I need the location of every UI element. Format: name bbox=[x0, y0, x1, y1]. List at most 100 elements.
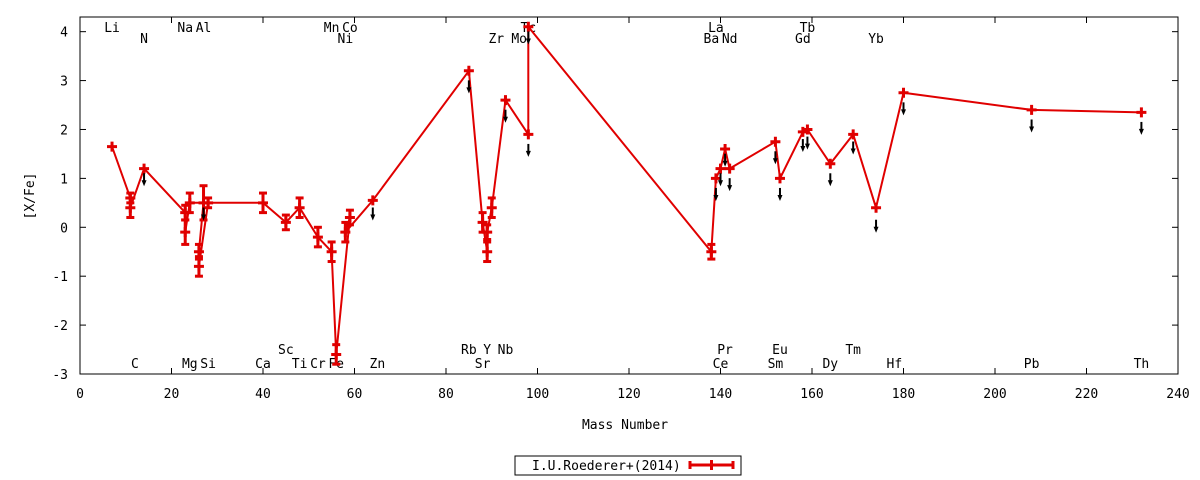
element-label-bottom: Ca bbox=[255, 357, 271, 372]
data-point bbox=[139, 163, 150, 174]
data-point bbox=[463, 65, 474, 76]
upper-limit-arrow bbox=[502, 116, 508, 123]
data-point bbox=[802, 124, 813, 135]
data-point bbox=[340, 227, 351, 238]
upper-limit-arrow bbox=[525, 150, 531, 157]
upper-limit-arrow bbox=[850, 148, 856, 155]
element-label-bottom: Cr bbox=[310, 357, 326, 372]
upper-limit-arrow bbox=[201, 214, 207, 221]
upper-limit-arrow bbox=[777, 194, 783, 201]
y-tick-label: 3 bbox=[60, 75, 68, 90]
y-tick-label: -2 bbox=[52, 319, 68, 334]
data-point bbox=[898, 87, 909, 98]
upper-limit-markers bbox=[141, 31, 1144, 233]
data-point bbox=[193, 261, 204, 272]
element-label-top: Mo bbox=[511, 32, 527, 47]
element-label-top: Nd bbox=[722, 32, 738, 47]
x-tick-label: 0 bbox=[76, 387, 84, 402]
data-point bbox=[331, 349, 342, 360]
upper-limit-arrow bbox=[722, 160, 728, 167]
upper-limit-arrow bbox=[713, 194, 719, 201]
element-label-top: Yb bbox=[868, 32, 884, 47]
data-point bbox=[193, 246, 204, 257]
upper-limit-arrow bbox=[827, 180, 833, 187]
element-label-bottom: Pb bbox=[1024, 357, 1040, 372]
data-point bbox=[280, 217, 291, 228]
data-point bbox=[720, 144, 731, 155]
legend: I.U.Roederer+(2014) bbox=[514, 455, 742, 476]
x-tick-label: 180 bbox=[892, 387, 915, 402]
x-tick-label: 220 bbox=[1075, 387, 1098, 402]
data-point bbox=[312, 232, 323, 243]
x-tick-label: 100 bbox=[526, 387, 549, 402]
element-label-top: Na bbox=[177, 21, 193, 36]
y-tick-label: -3 bbox=[52, 368, 68, 383]
plot-frame bbox=[79, 16, 1179, 375]
x-tick-label: 40 bbox=[255, 387, 271, 402]
upper-limit-arrow bbox=[1138, 128, 1144, 135]
y-tick-label: 2 bbox=[60, 123, 68, 138]
data-point bbox=[344, 212, 355, 223]
element-label-bottom: Hf bbox=[887, 357, 903, 372]
element-label-bottom: C bbox=[131, 357, 139, 372]
data-point bbox=[706, 246, 717, 257]
data-point bbox=[871, 202, 882, 213]
data-point bbox=[184, 197, 195, 208]
data-point bbox=[710, 173, 721, 184]
x-axis-label: Mass Number bbox=[582, 418, 668, 433]
data-point bbox=[500, 95, 511, 106]
element-label-bottom: Zn bbox=[370, 357, 386, 372]
legend-marker bbox=[706, 460, 717, 470]
element-label-bottom: Rb bbox=[461, 343, 477, 358]
element-label-top: Ba bbox=[704, 32, 720, 47]
element-label-top: N bbox=[140, 32, 148, 47]
element-label-bottom: Sr bbox=[475, 357, 491, 372]
element-label-bottom: Y bbox=[483, 343, 491, 358]
element-label-top: Zr bbox=[488, 32, 504, 47]
data-point bbox=[770, 136, 781, 147]
element-label-top: Al bbox=[196, 21, 212, 36]
element-label-top: Ni bbox=[338, 32, 354, 47]
upper-limit-arrow bbox=[804, 143, 810, 150]
upper-limit-arrow bbox=[873, 226, 879, 233]
data-point bbox=[477, 217, 488, 228]
x-tick-label: 140 bbox=[709, 387, 732, 402]
upper-limit-arrow bbox=[800, 146, 806, 153]
data-point bbox=[294, 202, 305, 213]
element-label-top: Mn bbox=[324, 21, 340, 36]
x-tick-label: 120 bbox=[617, 387, 640, 402]
data-point bbox=[482, 227, 493, 238]
legend-entry-label: I.U.Roederer+(2014) bbox=[532, 459, 681, 474]
element-label-bottom: Ti bbox=[292, 357, 308, 372]
upper-limit-arrow bbox=[141, 180, 147, 187]
element-label-bottom: Tm bbox=[845, 343, 861, 358]
data-point bbox=[523, 21, 534, 32]
y-axis-label: [X/Fe] bbox=[23, 173, 38, 220]
data-point bbox=[848, 129, 859, 140]
x-tick-label: 160 bbox=[800, 387, 823, 402]
data-point bbox=[715, 163, 726, 174]
x-tick-label: 200 bbox=[983, 387, 1006, 402]
element-label-bottom: Sc bbox=[278, 343, 294, 358]
upper-limit-arrow bbox=[466, 87, 472, 94]
data-point bbox=[724, 163, 735, 174]
y-tick-label: 1 bbox=[60, 172, 68, 187]
element-label-bottom: Si bbox=[200, 357, 216, 372]
x-tick-label: 60 bbox=[347, 387, 363, 402]
data-point bbox=[203, 197, 214, 208]
upper-limit-arrow bbox=[901, 109, 906, 116]
data-point bbox=[367, 195, 378, 206]
upper-limit-arrow bbox=[727, 185, 733, 192]
element-label-bottom: Dy bbox=[822, 357, 838, 372]
upper-limit-arrow bbox=[1029, 126, 1035, 133]
x-tick-label: 240 bbox=[1166, 387, 1189, 402]
element-label-bottom: Th bbox=[1134, 357, 1150, 372]
data-point bbox=[482, 246, 493, 257]
y-tick-label: -1 bbox=[52, 270, 68, 285]
upper-limit-arrow bbox=[718, 180, 723, 187]
element-label-bottom: Mg bbox=[182, 357, 198, 372]
data-point bbox=[125, 202, 136, 213]
element-label-top: Li bbox=[104, 21, 120, 36]
element-label-bottom: Eu bbox=[772, 343, 788, 358]
